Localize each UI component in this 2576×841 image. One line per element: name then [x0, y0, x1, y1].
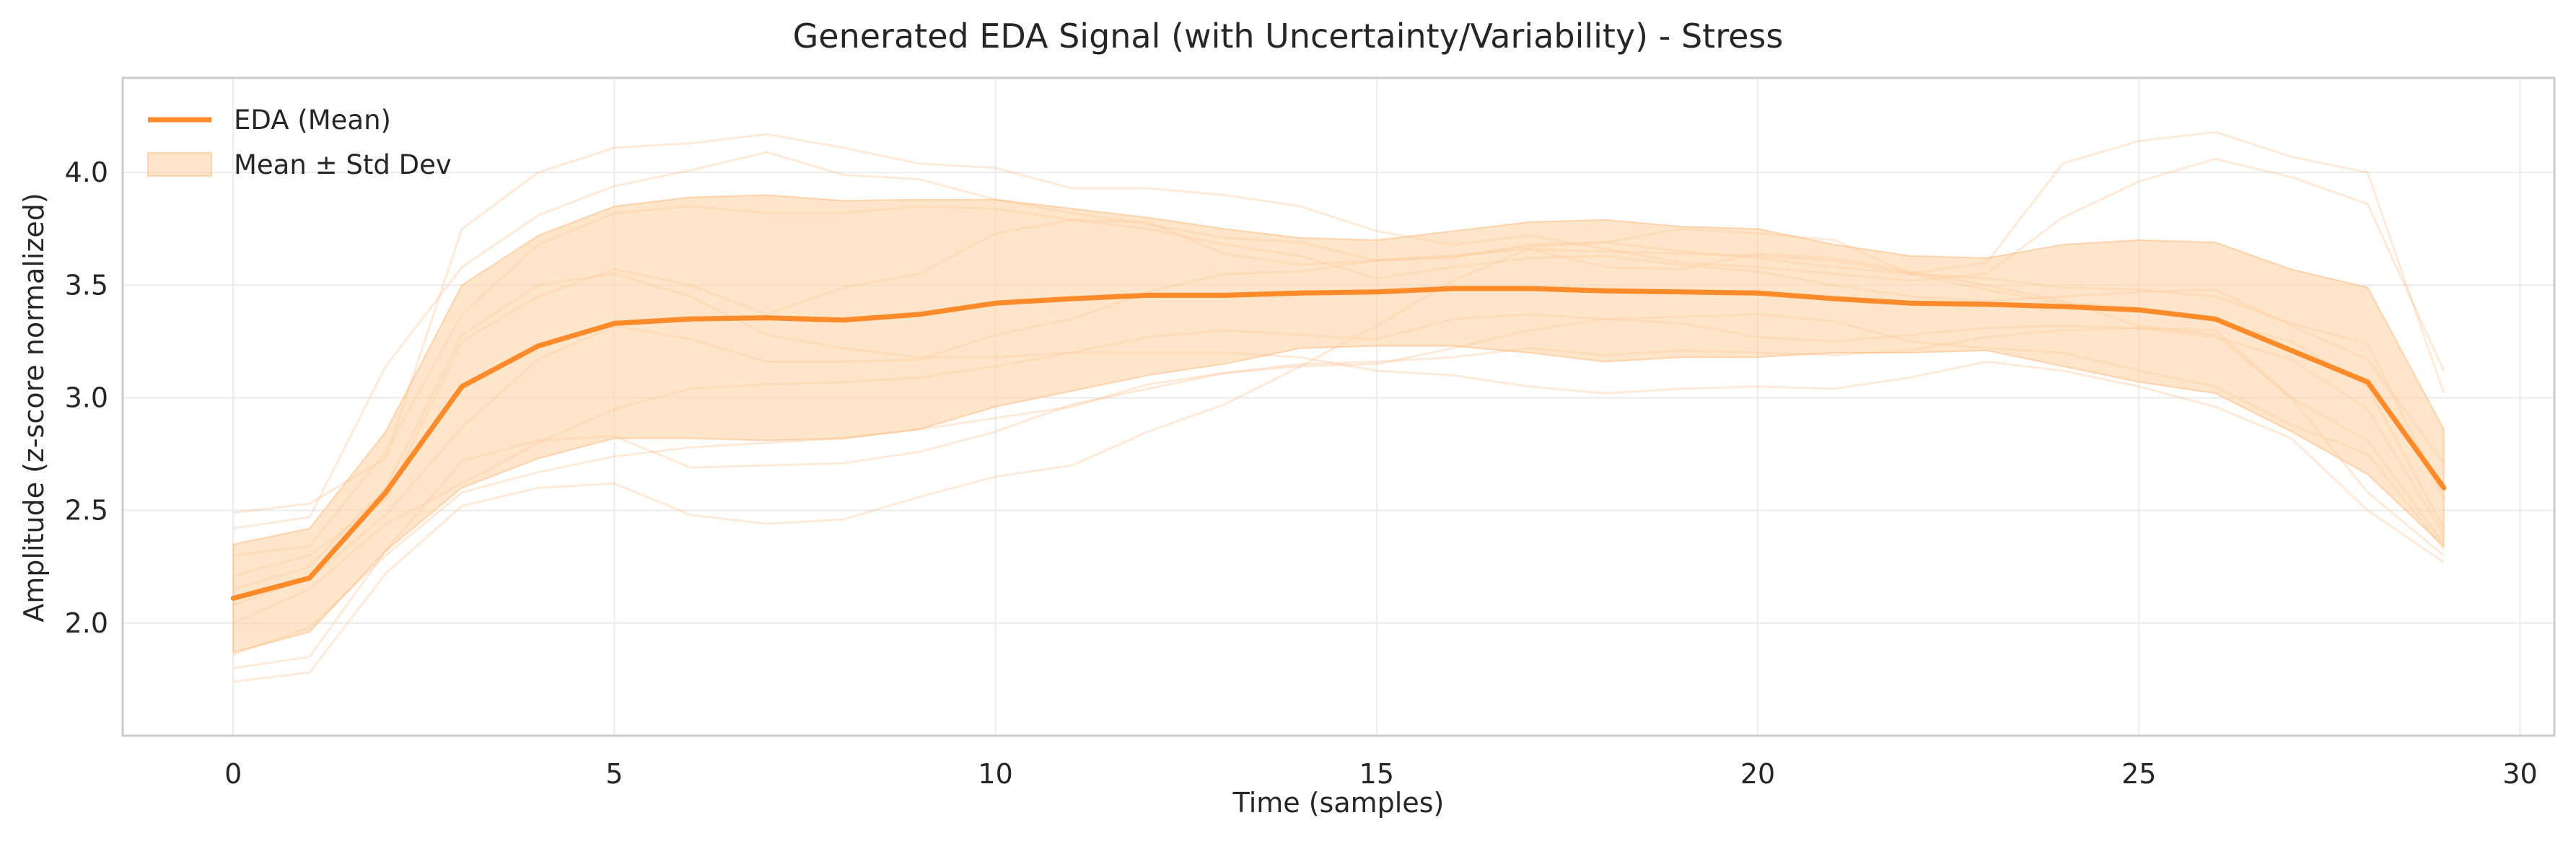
x-tick-label: 0: [224, 758, 242, 790]
x-tick-label: 30: [2502, 758, 2537, 790]
chart-title: Generated EDA Signal (with Uncertainty/V…: [793, 17, 1784, 56]
y-axis-ticks: 2.0 2.5 3.0 3.5 4.0: [65, 157, 108, 639]
legend-swatch-band: [147, 152, 212, 177]
legend: EDA (Mean) Mean ± Std Dev: [147, 105, 452, 180]
x-tick-label: 20: [1740, 758, 1775, 790]
plot-frame: [121, 76, 2556, 737]
y-tick-label: 2.0: [65, 607, 108, 639]
y-tick-label: 4.0: [65, 157, 108, 188]
mean-line: [230, 286, 2447, 601]
x-tick-label: 5: [605, 758, 623, 790]
std-dev-band-area: [232, 194, 2445, 653]
std-dev-band: [232, 194, 2445, 653]
x-axis-ticks: 0 5 10 15 20 25 30: [224, 758, 2538, 790]
x-tick-label: 25: [2121, 758, 2156, 790]
x-axis-label: Time (samples): [1232, 787, 1445, 819]
y-tick-label: 3.0: [65, 382, 108, 414]
y-axis-label: Amplitude (z-score normalized): [18, 193, 50, 622]
x-tick-label: 15: [1359, 758, 1394, 790]
x-tick-label: 10: [978, 758, 1012, 790]
mean-line-group: [230, 286, 2447, 601]
sample-trace: [233, 133, 2445, 514]
legend-label-mean: EDA (Mean): [234, 105, 391, 136]
legend-label-band: Mean ± Std Dev: [234, 149, 452, 180]
y-tick-label: 2.5: [65, 495, 108, 527]
y-tick-label: 3.5: [65, 269, 108, 301]
